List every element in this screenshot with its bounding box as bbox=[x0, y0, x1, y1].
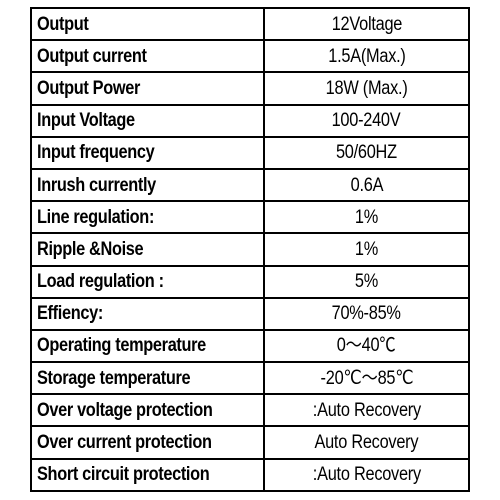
spec-table: Output 12Voltage Output current 1.5A(Max… bbox=[30, 6, 470, 493]
parameter-cell: Over current protection bbox=[30, 425, 265, 460]
parameter-value: :Auto Recovery bbox=[312, 464, 421, 486]
parameter-cell: Output bbox=[30, 6, 265, 42]
value-cell: 0～40℃ bbox=[263, 328, 470, 364]
table-row: Input Voltage 100-240V bbox=[30, 103, 470, 138]
parameter-label: Output current bbox=[37, 45, 147, 67]
parameter-cell: Output Power bbox=[30, 71, 265, 106]
parameter-label: Inrush currently bbox=[37, 174, 156, 196]
parameter-value: Auto Recovery bbox=[314, 432, 419, 454]
table-row: Over voltage protection :Auto Recovery bbox=[30, 393, 470, 428]
value-cell: Auto Recovery bbox=[263, 425, 470, 460]
parameter-value: 1% bbox=[354, 206, 379, 228]
parameter-value: 70%-85% bbox=[331, 303, 402, 325]
parameter-cell: Inrush currently bbox=[30, 167, 265, 203]
table-row: Storage temperature -20℃～85℃ bbox=[30, 361, 470, 396]
value-cell: 70%-85% bbox=[263, 296, 470, 331]
parameter-cell: Over voltage protection bbox=[30, 393, 265, 428]
table-row: Output Power 18W (Max.) bbox=[30, 71, 470, 106]
parameter-cell: Effiency: bbox=[30, 296, 265, 331]
value-cell: 18W (Max.) bbox=[263, 71, 470, 106]
parameter-value: 1.5A(Max.) bbox=[327, 45, 406, 67]
table-row: Input frequency 50/60HZ bbox=[30, 135, 470, 170]
parameter-value: -20℃～85℃ bbox=[320, 367, 413, 389]
table-row: Operating temperature 0～40℃ bbox=[30, 328, 470, 364]
table-row: Output 12Voltage bbox=[30, 6, 470, 42]
table-row: Output current 1.5A(Max.) bbox=[30, 39, 470, 74]
parameter-value: 5% bbox=[354, 271, 379, 293]
parameter-cell: Input Voltage bbox=[30, 103, 265, 138]
parameter-label: Line regulation: bbox=[37, 206, 155, 228]
parameter-cell: Ripple &Noise bbox=[30, 232, 265, 267]
table-row: Effiency: 70%-85% bbox=[30, 296, 470, 331]
parameter-value: 100-240V bbox=[332, 110, 401, 132]
value-cell: 0.6A bbox=[263, 167, 470, 203]
parameter-value: 1% bbox=[354, 238, 379, 260]
value-cell: 1.5A(Max.) bbox=[263, 39, 470, 74]
parameter-cell: Input frequency bbox=[30, 135, 265, 170]
table-row: Over current protection Auto Recovery bbox=[30, 425, 470, 460]
parameter-value: 18W (Max.) bbox=[325, 77, 408, 99]
value-cell: :Auto Recovery bbox=[263, 393, 470, 428]
value-cell: 5% bbox=[263, 264, 470, 299]
parameter-cell: Operating temperature bbox=[30, 328, 265, 364]
parameter-cell: Storage temperature bbox=[30, 361, 265, 396]
parameter-label: Over current protection bbox=[37, 432, 212, 454]
value-cell: 1% bbox=[263, 232, 470, 267]
parameter-value: 50/60HZ bbox=[336, 142, 397, 164]
parameter-cell: Output current bbox=[30, 39, 265, 74]
parameter-label: Operating temperature bbox=[37, 335, 206, 357]
parameter-value: 12Voltage bbox=[331, 13, 402, 35]
value-cell: :Auto Recovery bbox=[263, 457, 470, 493]
table-row: Short circuit protection :Auto Recovery bbox=[30, 457, 470, 493]
parameter-value: :Auto Recovery bbox=[312, 399, 421, 421]
value-cell: -20℃～85℃ bbox=[263, 361, 470, 396]
parameter-label: Input frequency bbox=[37, 142, 155, 164]
parameter-label: Output bbox=[37, 13, 89, 35]
parameter-label: Load regulation : bbox=[37, 271, 164, 293]
parameter-label: Ripple &Noise bbox=[37, 238, 144, 260]
value-cell: 100-240V bbox=[263, 103, 470, 138]
parameter-value: 0～40℃ bbox=[337, 335, 396, 357]
value-cell: 1% bbox=[263, 200, 470, 235]
parameter-value: 0.6A bbox=[350, 174, 383, 196]
parameter-label: Output Power bbox=[37, 77, 140, 99]
parameter-label: Effiency: bbox=[37, 303, 103, 325]
value-cell: 50/60HZ bbox=[263, 135, 470, 170]
value-cell: 12Voltage bbox=[263, 6, 470, 42]
table-row: Ripple &Noise 1% bbox=[30, 232, 470, 267]
table-row: Load regulation : 5% bbox=[30, 264, 470, 299]
parameter-label: Input Voltage bbox=[37, 110, 135, 132]
parameter-label: Storage temperature bbox=[37, 367, 191, 389]
parameter-cell: Line regulation: bbox=[30, 200, 265, 235]
table-row: Inrush currently 0.6A bbox=[30, 167, 470, 203]
parameter-label: Short circuit protection bbox=[37, 464, 210, 486]
table-row: Line regulation: 1% bbox=[30, 200, 470, 235]
parameter-cell: Load regulation : bbox=[30, 264, 265, 299]
parameter-label: Over voltage protection bbox=[37, 399, 213, 421]
parameter-cell: Short circuit protection bbox=[30, 457, 265, 493]
